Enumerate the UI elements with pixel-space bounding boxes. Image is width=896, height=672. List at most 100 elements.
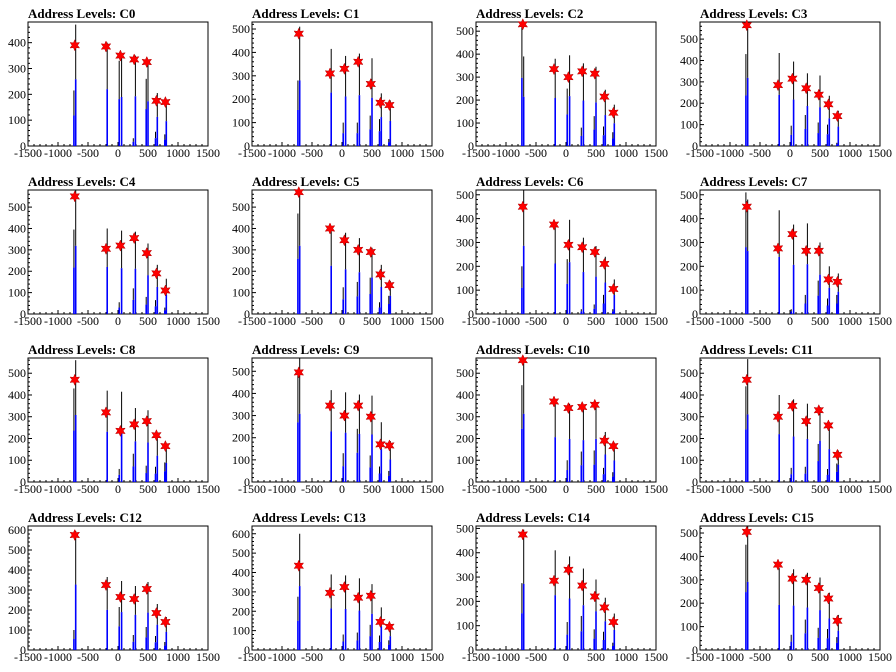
x-tick-label: -500 xyxy=(749,482,771,496)
plot-frame xyxy=(699,525,881,651)
chart-title: Address Levels: C5 xyxy=(252,174,360,189)
chart-panel: Address Levels: C8 -1500 -1000 -500 0 500 1000… xyxy=(0,336,224,504)
peak-marker xyxy=(339,234,350,247)
peak-marker xyxy=(813,581,825,595)
y-tick-label: 500 xyxy=(456,188,474,202)
peak-marker xyxy=(352,399,364,412)
y-tick-label: 500 xyxy=(680,366,698,380)
peak-marker xyxy=(151,267,162,280)
x-tick-label: 500 xyxy=(811,314,829,328)
peak-marker xyxy=(352,55,364,68)
y-tick-label: 0 xyxy=(244,139,250,153)
chart-panel: Address Levels: C2 -1500 -1000 -500 0 500 1000… xyxy=(448,0,672,168)
x-tick-label: -1000 xyxy=(716,482,744,496)
chart-panel: Address Levels: C1 -1500 -1000 -500 0 500 1000… xyxy=(224,0,448,168)
x-tick-label: -1000 xyxy=(716,314,744,328)
x-tick-label: -1000 xyxy=(268,650,296,664)
peak-marker xyxy=(563,70,574,84)
x-tick-label: 1000 xyxy=(614,482,638,496)
y-tick-label: 400 xyxy=(680,212,698,226)
y-tick-label: 500 xyxy=(8,543,26,557)
peak-marker xyxy=(384,279,395,292)
chart-panel: Address Levels: C5 -1500 -1000 -500 0 500 1000… xyxy=(224,168,448,336)
x-tick-label: -1500 xyxy=(686,650,714,664)
x-tick-label: 0 xyxy=(115,146,121,160)
peak-marker xyxy=(823,273,834,286)
y-tick-label: 0 xyxy=(692,307,698,321)
x-tick-label: -1000 xyxy=(492,482,520,496)
y-tick-label: 100 xyxy=(232,116,250,130)
y-tick-label: 300 xyxy=(8,583,26,597)
y-tick-label: 200 xyxy=(456,431,474,445)
chart-svg: -1500 -1000 -500 0 500 1000 1500 0 100 200 300 400 5… xyxy=(680,19,892,160)
y-tick-label: 0 xyxy=(244,475,250,489)
x-tick-label: -1000 xyxy=(44,650,72,664)
peak-marker xyxy=(563,238,574,251)
chart-svg: -1500 -1000 -500 0 500 1000 1500 0 100 200 300 400 5… xyxy=(456,521,668,664)
x-tick-label: -1000 xyxy=(492,650,520,664)
peak-marker xyxy=(69,528,81,542)
peak-marker xyxy=(324,586,336,599)
peak-marker xyxy=(813,404,825,417)
y-tick-label: 0 xyxy=(244,643,250,657)
plot-frame xyxy=(27,357,209,483)
y-tick-label: 400 xyxy=(232,221,250,235)
chart-svg: -1500 -1000 -500 0 500 1000 1500 0 100 200 300 400 5… xyxy=(232,21,444,160)
peak-marker xyxy=(100,242,112,255)
chart-panel: Address Levels: C9 -1500 -1000 -500 0 500 1000… xyxy=(224,336,448,504)
x-tick-label: -1000 xyxy=(492,146,520,160)
plot-frame xyxy=(27,525,209,651)
x-tick-label: 1500 xyxy=(420,146,444,160)
x-tick-label: -500 xyxy=(301,314,323,328)
y-tick-label: 100 xyxy=(680,283,698,297)
x-tick-label: 1000 xyxy=(614,314,638,328)
y-tick-label: 0 xyxy=(468,307,474,321)
peak-marker xyxy=(772,78,784,92)
x-tick-label: 500 xyxy=(363,146,381,160)
y-tick-label: 200 xyxy=(680,96,698,110)
y-tick-label: 0 xyxy=(20,643,26,657)
x-tick-label: -1500 xyxy=(686,146,714,160)
x-tick-label: 1500 xyxy=(868,482,892,496)
y-tick-label: 300 xyxy=(680,573,698,587)
x-tick-label: -1500 xyxy=(14,146,42,160)
x-tick-label: 1000 xyxy=(390,650,414,664)
x-tick-label: 500 xyxy=(139,146,157,160)
chart-title: Address Levels: C7 xyxy=(700,174,808,189)
x-tick-label: 500 xyxy=(587,650,605,664)
chart-panel: Address Levels: C14 -1500 -1000 -500 0 500 100… xyxy=(448,504,672,672)
peak-marker xyxy=(787,72,798,85)
peak-marker xyxy=(772,558,784,571)
y-tick-label: 300 xyxy=(680,75,698,89)
y-tick-label: 500 xyxy=(232,22,250,36)
y-tick-label: 200 xyxy=(8,87,26,101)
x-tick-label: 1000 xyxy=(166,650,190,664)
peak-marker xyxy=(548,574,560,587)
peak-marker xyxy=(324,399,336,412)
x-tick-label: -1000 xyxy=(492,314,520,328)
peak-marker xyxy=(384,98,395,112)
x-tick-label: 0 xyxy=(339,314,345,328)
y-tick-label: 0 xyxy=(20,307,26,321)
chart-svg: -1500 -1000 -500 0 500 1000 1500 0 100 200 300 400 5… xyxy=(8,189,220,328)
peak-marker xyxy=(115,239,126,252)
peak-marker xyxy=(576,579,588,592)
y-tick-label: 100 xyxy=(680,620,698,634)
chart-title: Address Levels: C13 xyxy=(252,510,366,525)
chart-panel: Address Levels: C0 -1500 -1000 -500 0 500 1000… xyxy=(0,0,224,168)
peak-marker xyxy=(813,244,825,257)
y-tick-label: 100 xyxy=(680,118,698,132)
y-tick-label: 500 xyxy=(680,32,698,46)
y-tick-label: 100 xyxy=(232,286,250,300)
y-tick-label: 400 xyxy=(8,221,26,235)
peak-marker xyxy=(608,439,619,453)
peak-marker xyxy=(741,525,753,538)
y-tick-label: 0 xyxy=(692,475,698,489)
chart-svg: -1500 -1000 -500 0 500 1000 1500 0 100 200 300 400 5… xyxy=(680,525,892,664)
peak-marker xyxy=(324,222,336,235)
y-tick-label: 500 xyxy=(8,200,26,214)
x-tick-label: -1500 xyxy=(686,482,714,496)
peak-marker xyxy=(365,245,377,259)
y-tick-label: 100 xyxy=(680,453,698,467)
